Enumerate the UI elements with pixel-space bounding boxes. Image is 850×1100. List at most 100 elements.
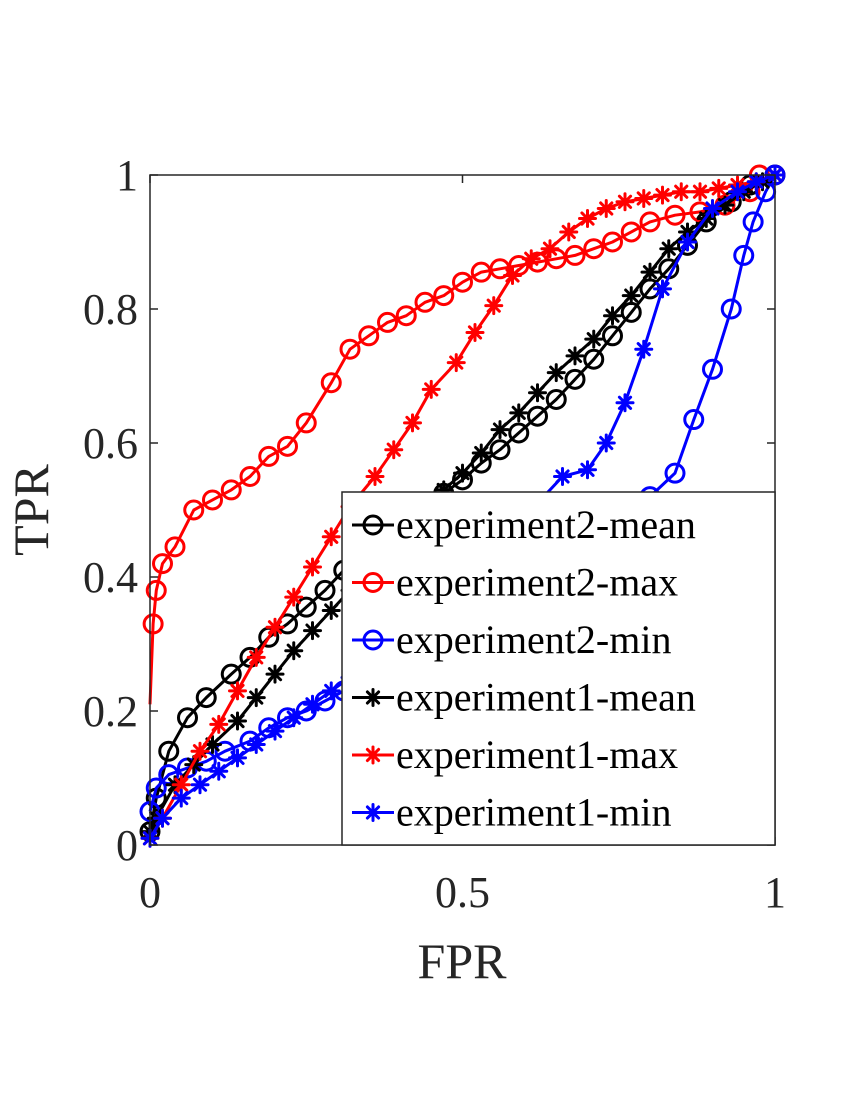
legend-swatch-marker — [362, 572, 384, 593]
data-point — [452, 271, 473, 293]
data-point — [171, 788, 191, 808]
data-point — [528, 383, 547, 403]
data-point — [559, 222, 579, 242]
data-point — [228, 681, 247, 701]
y-tick-label: 1 — [116, 151, 138, 200]
data-point — [742, 211, 764, 233]
data-point — [578, 460, 597, 480]
data-point — [490, 420, 510, 440]
data-point — [621, 286, 641, 306]
series-line-experiment2-max — [148, 174, 761, 705]
data-point — [653, 279, 672, 299]
legend-swatch-marker — [362, 629, 384, 651]
legend-item: experiment2-min — [352, 617, 671, 662]
data-point — [565, 346, 585, 366]
data-point — [509, 403, 529, 423]
data-point — [153, 808, 172, 828]
data-point — [733, 244, 755, 266]
legend-label: experiment2-max — [396, 560, 678, 605]
legend-box — [341, 491, 776, 846]
x-tick-label: 0 — [139, 868, 161, 917]
data-point — [158, 740, 180, 762]
data-point — [314, 579, 336, 601]
legend-label: experiment1-min — [396, 790, 671, 835]
axes: 0 0.5 1 0 0.2 0.4 0.6 0.8 1 — [83, 151, 786, 917]
data-point — [746, 172, 766, 192]
data-point — [384, 440, 404, 460]
data-point — [414, 291, 436, 313]
data-point — [527, 405, 548, 427]
data-point — [683, 409, 705, 431]
data-point — [596, 199, 616, 218]
data-point — [284, 587, 304, 607]
legend-label: experiment2-min — [396, 617, 671, 662]
data-point — [640, 262, 660, 282]
y-tick-label: 0.6 — [83, 419, 138, 468]
x-tick-label: 0.5 — [435, 868, 490, 917]
data-point — [303, 694, 322, 714]
data-point — [265, 721, 285, 741]
data-point — [265, 664, 285, 684]
data-point — [284, 708, 304, 728]
data-point — [265, 617, 285, 637]
data-point — [703, 199, 722, 218]
data-point — [659, 239, 679, 259]
data-point — [671, 182, 691, 202]
data-point — [228, 748, 247, 768]
data-point — [177, 707, 198, 729]
data-point — [377, 311, 398, 333]
x-axis-label: FPR — [418, 933, 508, 989]
legend-item: experiment1-min — [352, 790, 671, 835]
legend-label: experiment2-mean — [396, 502, 696, 547]
data-point — [634, 339, 654, 359]
data-point — [195, 687, 217, 709]
series-experiment2-max — [142, 164, 770, 705]
data-point — [615, 192, 635, 212]
data-point — [653, 185, 672, 205]
data-point — [583, 348, 605, 370]
data-point — [190, 775, 210, 795]
legend-label: experiment1-mean — [396, 675, 696, 720]
data-point — [421, 379, 441, 399]
data-point — [295, 596, 317, 618]
legend-label: experiment1-max — [396, 732, 678, 777]
data-point — [720, 298, 742, 320]
data-point — [228, 711, 247, 731]
data-point — [508, 422, 530, 444]
data-point — [295, 700, 317, 722]
legend: experiment2-mean experiment2-max experimen… — [341, 491, 776, 846]
data-point — [358, 325, 380, 347]
data-point — [403, 413, 422, 433]
data-point — [214, 740, 236, 762]
data-point — [209, 761, 229, 781]
data-point — [295, 412, 317, 434]
data-point — [142, 613, 164, 635]
data-point — [540, 239, 560, 259]
legend-swatch-marker — [362, 514, 384, 536]
legend-item: experiment1-max — [352, 732, 678, 777]
data-point — [578, 209, 597, 229]
data-point — [433, 285, 455, 307]
data-point — [584, 329, 604, 349]
y-tick-label: 0.8 — [83, 285, 138, 334]
data-point — [545, 388, 567, 410]
data-point — [220, 663, 242, 685]
data-point — [620, 221, 642, 243]
legend-swatch-marker — [363, 745, 383, 765]
data-point — [702, 358, 723, 380]
data-point — [583, 238, 605, 260]
data-point — [145, 579, 167, 601]
data-point — [190, 741, 210, 761]
data-point — [453, 463, 472, 483]
y-axis-label: TPR — [3, 464, 59, 556]
data-point — [603, 306, 622, 326]
data-point — [503, 266, 522, 285]
data-point — [709, 178, 729, 198]
data-point — [303, 557, 322, 577]
data-point — [564, 368, 586, 390]
data-point — [277, 435, 298, 457]
data-point — [320, 372, 342, 394]
data-point — [171, 775, 191, 795]
data-point — [489, 439, 511, 461]
